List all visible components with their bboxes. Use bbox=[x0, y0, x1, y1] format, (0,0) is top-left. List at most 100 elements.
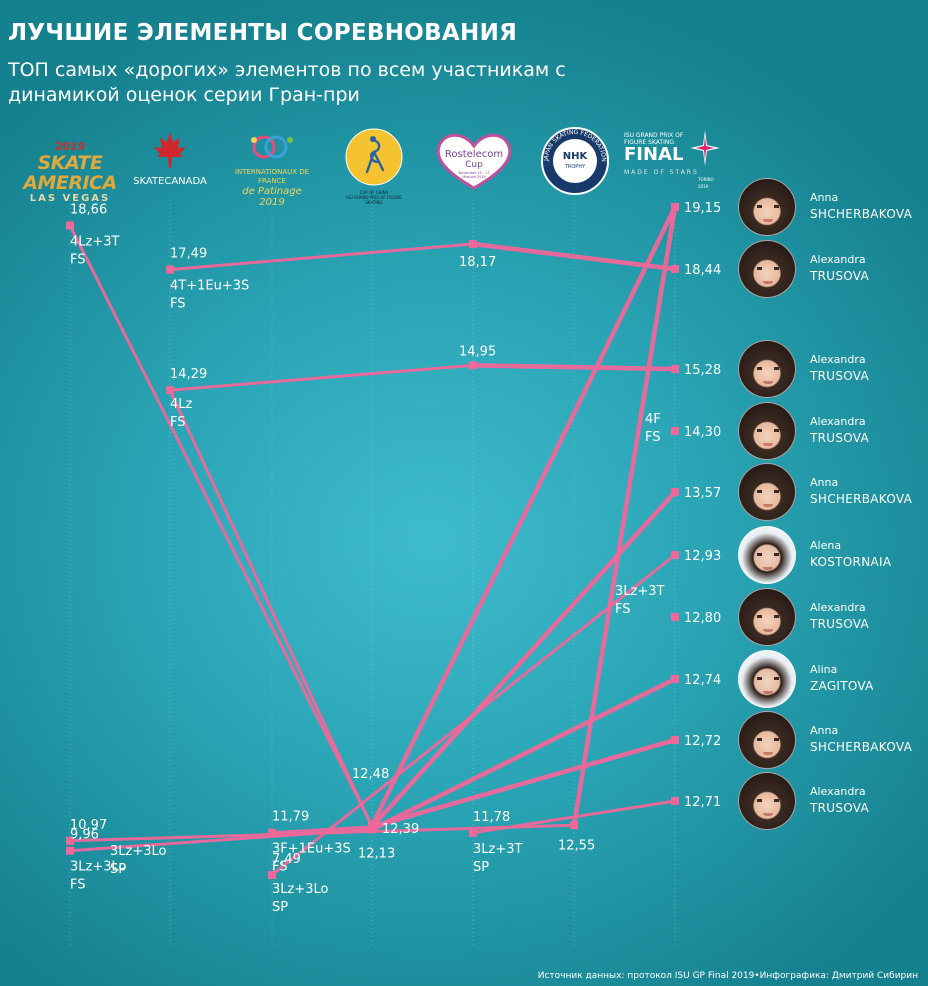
page-title: ЛУЧШИЕ ЭЛЕМЕНТЫ СОРЕВНОВАНИЯ bbox=[8, 20, 518, 46]
skater-name: Anna SHCHERBAKOVA bbox=[810, 723, 912, 755]
final-value-label: 14,30 bbox=[684, 425, 721, 440]
avatar-mouth bbox=[763, 629, 773, 632]
data-point bbox=[268, 870, 276, 879]
skater-last-name: TRUSOVA bbox=[810, 369, 870, 383]
skater-card: Anna SHCHERBAKOVA bbox=[738, 178, 928, 238]
rostelecom-line2: Cup bbox=[465, 160, 483, 170]
nhk-sub: TROPHY bbox=[564, 164, 586, 170]
rostelecom-line1: Rostelecom bbox=[445, 149, 503, 160]
avatar bbox=[738, 772, 796, 830]
avatar-mouth bbox=[763, 281, 773, 284]
skater-emblem-icon bbox=[345, 128, 403, 186]
data-point bbox=[469, 361, 477, 370]
final-value-label: 12,74 bbox=[684, 673, 721, 688]
skate-america-year: 2019 bbox=[54, 140, 86, 153]
skater-last-name: SHCHERBAKOVA bbox=[810, 740, 913, 754]
coc-line2: ISU GRAND PRIX OF FIGURE SKATING bbox=[346, 195, 402, 205]
series-line-segment bbox=[470, 363, 678, 372]
segment-label: FS bbox=[615, 602, 631, 617]
data-point bbox=[671, 797, 679, 805]
gpf-line1b: FIGURE SKATING bbox=[624, 139, 674, 146]
value-label: 14,95 bbox=[459, 344, 496, 359]
skater-card: Alexandra TRUSOVA bbox=[738, 240, 928, 300]
coc-line1: CUP OF CHINA bbox=[359, 190, 389, 195]
series-lines bbox=[68, 204, 678, 877]
rostelecom-city: Moscow 2019 bbox=[462, 175, 485, 179]
gpf-tag: MADE OF STARS bbox=[624, 169, 699, 176]
series-line-segment bbox=[369, 676, 678, 832]
data-point bbox=[671, 736, 679, 744]
france-line2: de Patinage 2019 bbox=[242, 186, 302, 208]
data-point bbox=[66, 221, 74, 230]
avatar bbox=[738, 340, 796, 398]
value-label: 18,17 bbox=[459, 255, 496, 270]
nhk-trophy-logo: JAPAN SKATING FEDERATION NHK TROPHY bbox=[538, 126, 612, 200]
rostelecom-cup-logo: Rostelecom Cup November 15 - 17 Moscow 2… bbox=[432, 130, 516, 196]
skater-name: Alexandra TRUSOVA bbox=[810, 252, 869, 284]
avatar bbox=[738, 402, 796, 460]
element-label: 3Lz+3T bbox=[615, 584, 665, 599]
final-value-label: 12,80 bbox=[684, 611, 721, 626]
series-line-segment bbox=[68, 827, 374, 853]
value-label: 10,97 bbox=[70, 818, 107, 833]
data-point bbox=[671, 488, 679, 496]
data-point bbox=[671, 613, 679, 621]
heart-icon: Rostelecom Cup November 15 - 17 Moscow 2… bbox=[436, 133, 512, 190]
skater-name: Alexandra TRUSOVA bbox=[810, 784, 869, 816]
skater-last-name: TRUSOVA bbox=[810, 269, 870, 283]
data-point bbox=[368, 825, 376, 834]
avatar-mouth bbox=[763, 504, 773, 507]
skater-first-name: Anna bbox=[810, 476, 839, 489]
skater-card: Anna SHCHERBAKOVA bbox=[738, 463, 928, 523]
segment-label: SP bbox=[110, 862, 126, 877]
element-label: 3F+1Eu+3S bbox=[272, 842, 351, 857]
avatar-eyes bbox=[757, 799, 779, 802]
element-label: 4Lz+3T bbox=[70, 234, 120, 249]
avatar-mouth bbox=[763, 381, 773, 384]
skater-card: Alexandra TRUSOVA bbox=[738, 772, 928, 832]
data-point bbox=[570, 821, 578, 830]
avatar-eyes bbox=[757, 205, 779, 208]
final-value-label: 19,15 bbox=[684, 201, 721, 216]
france-logo: INTERNATIONAUX DE FRANCE de Patinage 201… bbox=[228, 132, 316, 208]
grand-prix-final-logo: ISU GRAND PRIX OF FIGURE SKATING FINAL M… bbox=[624, 130, 724, 189]
segment-label: FS bbox=[272, 860, 288, 875]
skater-first-name: Anna bbox=[810, 191, 839, 204]
data-point bbox=[166, 386, 174, 395]
segment-label: SP bbox=[473, 860, 489, 875]
skater-card: Alexandra TRUSOVA bbox=[738, 402, 928, 462]
final-value-label: 13,57 bbox=[684, 486, 721, 501]
skater-first-name: Anna bbox=[810, 724, 839, 737]
skate-canada-name: SKATECANADA bbox=[133, 176, 207, 187]
skater-first-name: Alexandra bbox=[810, 415, 866, 428]
skater-name: Alexandra TRUSOVA bbox=[810, 352, 869, 384]
avatar-mouth bbox=[763, 752, 773, 755]
value-label: 7,49 bbox=[272, 852, 301, 867]
value-label: 9,96 bbox=[70, 828, 99, 843]
final-value-label: 15,28 bbox=[684, 363, 721, 378]
nhk-emblem-icon: JAPAN SKATING FEDERATION NHK TROPHY bbox=[541, 127, 609, 195]
series-line-segment bbox=[369, 489, 678, 830]
value-label: 11,78 bbox=[473, 810, 510, 825]
france-rings-icon bbox=[251, 135, 293, 159]
element-label: 4T+1Eu+3S bbox=[170, 279, 249, 294]
data-point bbox=[671, 675, 679, 683]
data-point bbox=[166, 265, 174, 274]
value-label: 12,39 bbox=[382, 822, 419, 837]
series-line-segment bbox=[168, 242, 475, 272]
avatar-eyes bbox=[757, 367, 779, 370]
segment-label: FS bbox=[645, 430, 661, 445]
data-point bbox=[268, 828, 276, 837]
skater-first-name: Alina bbox=[810, 663, 838, 676]
skater-last-name: TRUSOVA bbox=[810, 801, 870, 815]
element-label: 3Lz+3Lo bbox=[272, 882, 329, 897]
rostelecom-dates: November 15 - 17 bbox=[459, 171, 490, 175]
value-label: 12,55 bbox=[558, 838, 595, 853]
skater-last-name: SHCHERBAKOVA bbox=[810, 492, 913, 506]
element-label: 4F bbox=[645, 412, 661, 427]
value-label: 11,79 bbox=[272, 810, 309, 825]
data-point bbox=[469, 239, 477, 248]
skater-first-name: Alexandra bbox=[810, 253, 866, 266]
data-point bbox=[671, 427, 679, 435]
